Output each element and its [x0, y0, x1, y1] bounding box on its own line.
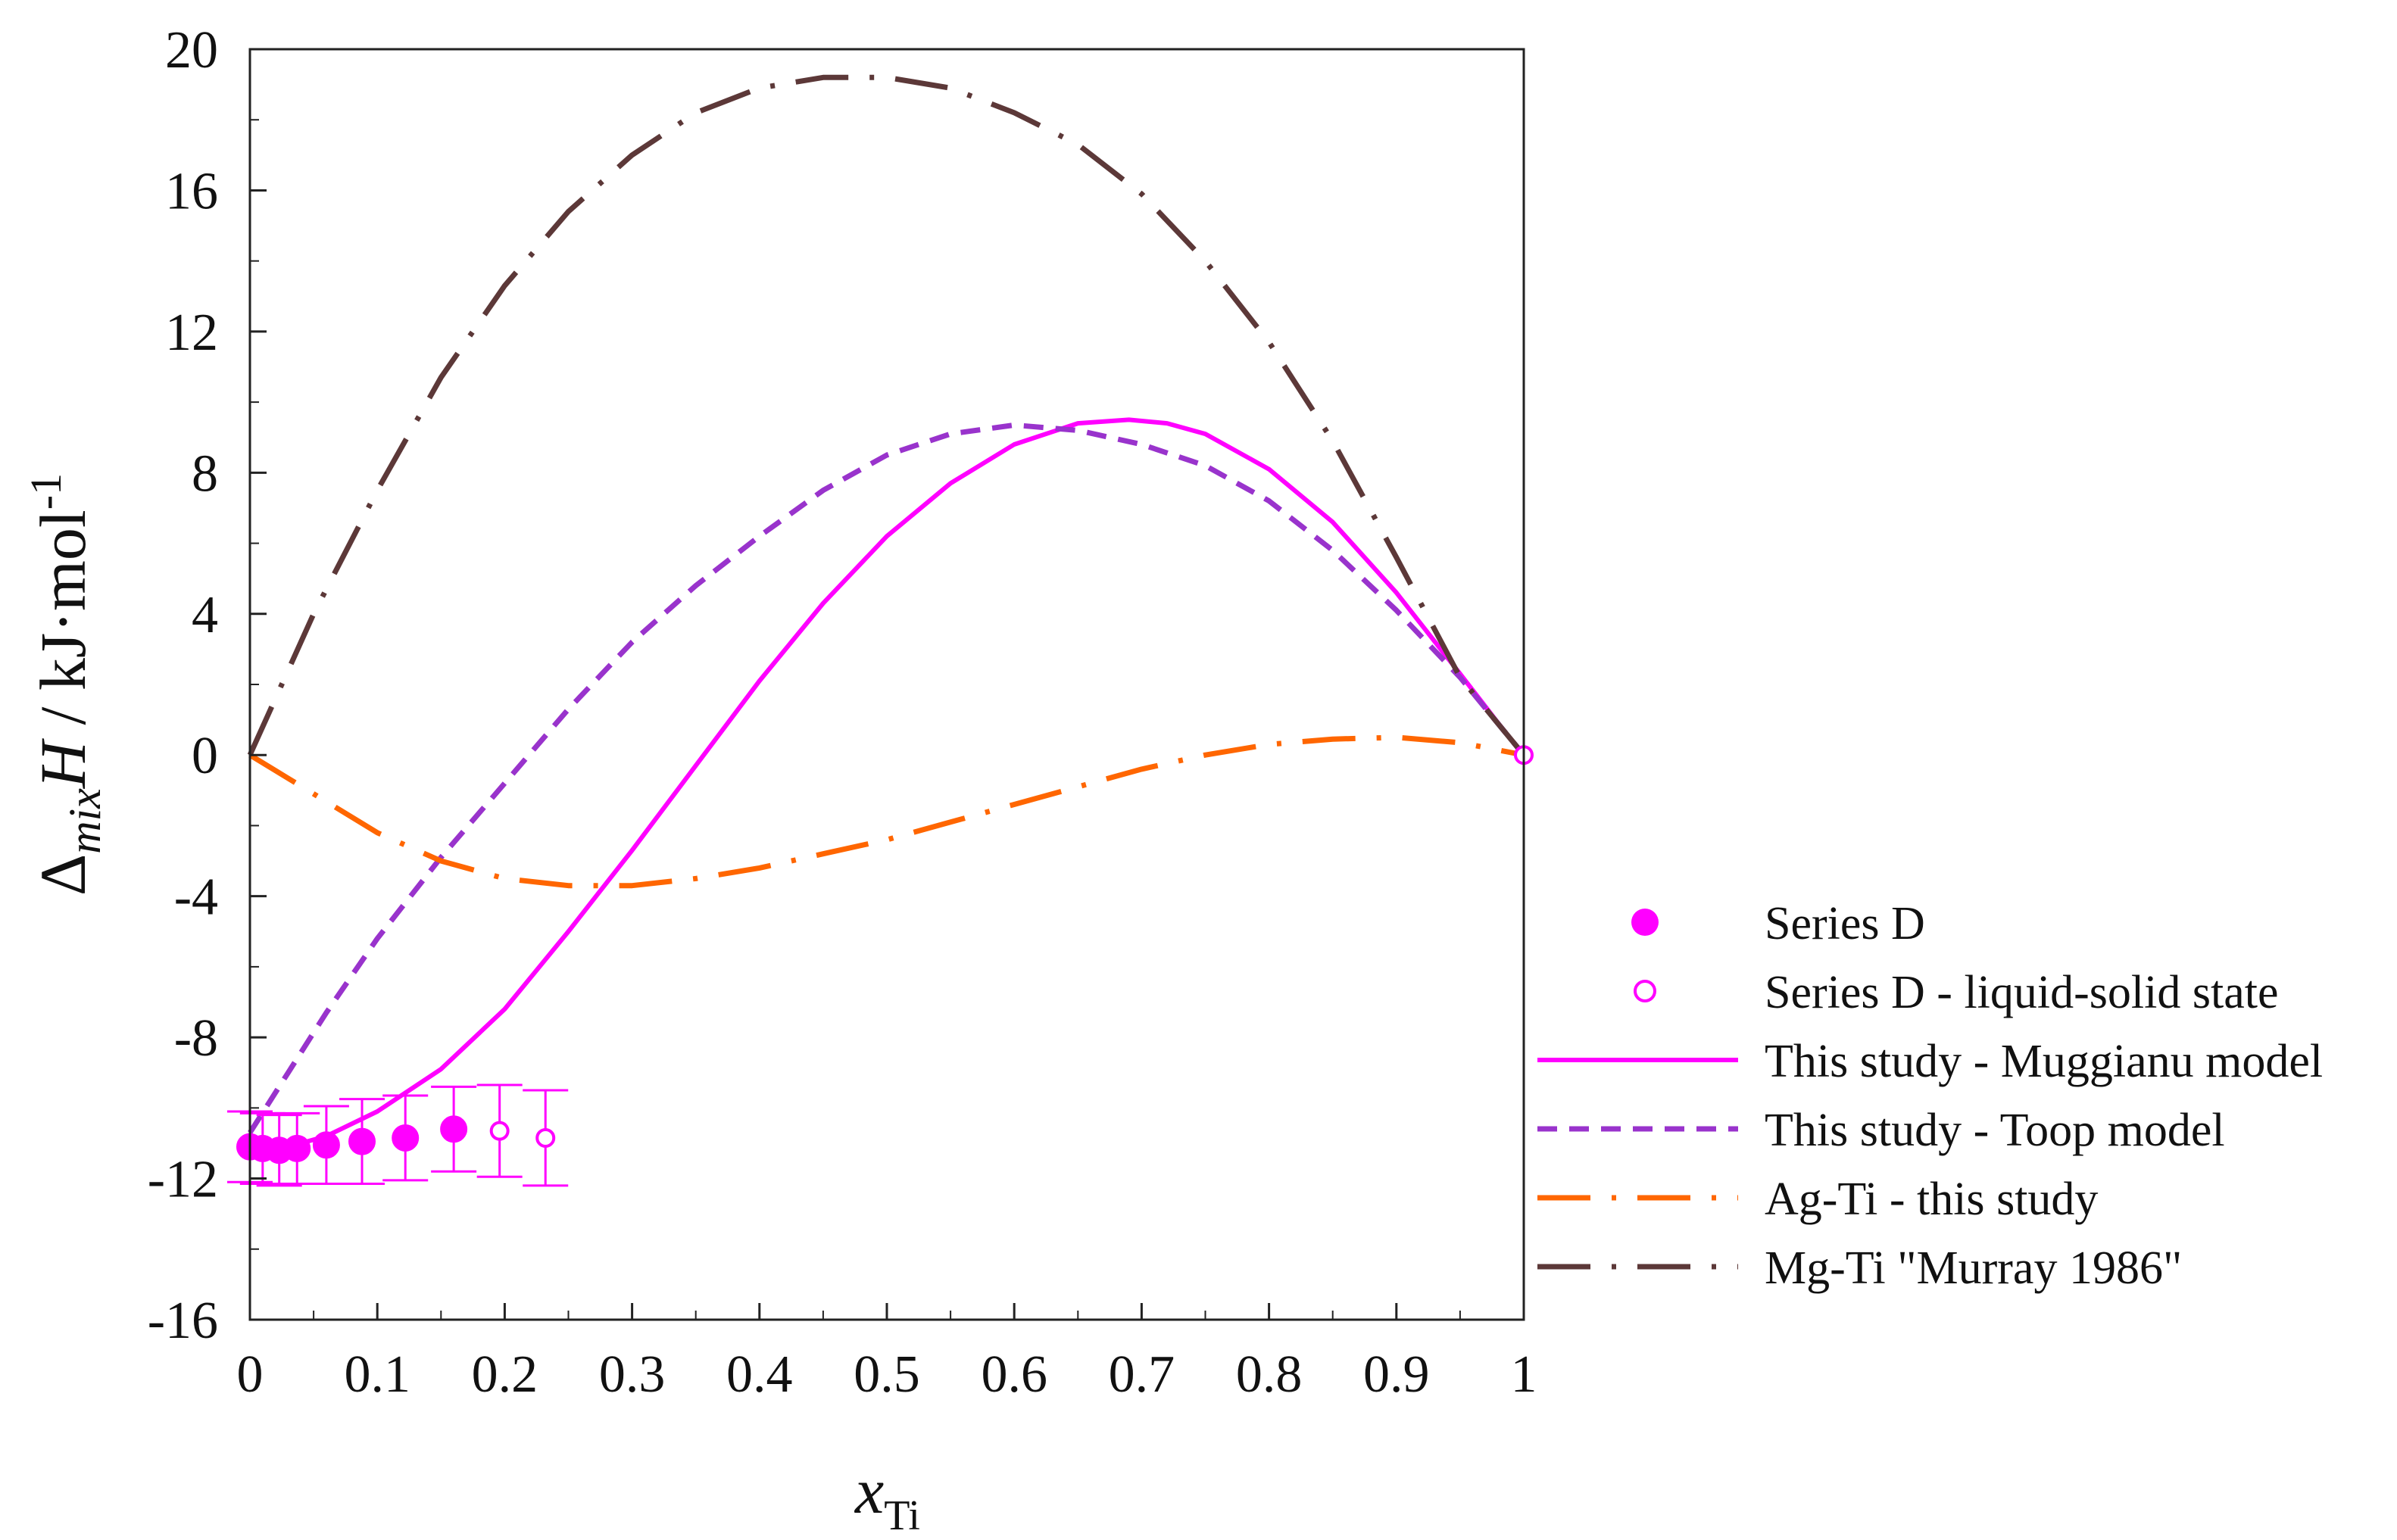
- data-point: [312, 1131, 340, 1159]
- x-tick-label: 0.4: [726, 1345, 793, 1404]
- y-tick-label: 12: [165, 304, 218, 362]
- x-axis-title-sub: Ti: [884, 1492, 920, 1539]
- x-tick-label: 0.3: [599, 1345, 666, 1404]
- x-tick-label: 0.2: [472, 1345, 538, 1404]
- axes: 0 0.1 0.2 0.3 0.4 0.5 0.6 0.7 0.8 0.9 1 -16 -12 -8 -4 0…: [148, 21, 1537, 1404]
- y-axis-title-delta: Δ: [27, 854, 99, 896]
- x-tick-label: 1: [1511, 1345, 1537, 1404]
- x-tick-label: 0.9: [1363, 1345, 1430, 1404]
- y-tick-label: 0: [192, 727, 218, 785]
- legend-label: This study - Muggianu model: [1765, 1036, 2323, 1087]
- series-line-2: [249, 417, 1526, 1149]
- y-tick-label: -4: [174, 868, 218, 927]
- plot-area: [227, 74, 1534, 1187]
- y-tick-label: 16: [165, 162, 218, 220]
- y-tick-label: -12: [148, 1151, 218, 1209]
- series-line-5: [247, 74, 1526, 757]
- data-point-open: [535, 1127, 556, 1148]
- x-axis-title: xTi: [854, 1454, 920, 1539]
- axis-titles: xTi ΔmixH / kJ·mol-1: [21, 473, 920, 1539]
- x-tick-label: 0.8: [1236, 1345, 1303, 1404]
- x-tick-label: 0.6: [981, 1345, 1047, 1404]
- data-point: [392, 1124, 420, 1152]
- y-axis-title-sub: mix: [60, 788, 110, 854]
- y-axis-title-unit: / kJ·mol: [27, 510, 99, 741]
- y-tick-label: 8: [192, 444, 218, 503]
- series-line-4: [248, 734, 1525, 889]
- x-tick-label: 0.1: [344, 1345, 410, 1404]
- y-tick-label: -16: [148, 1292, 218, 1350]
- data-point: [283, 1134, 311, 1162]
- x-tick-label: 0.5: [854, 1345, 920, 1404]
- y-axis-title-sup: -1: [21, 473, 70, 510]
- y-tick-label: 4: [192, 586, 218, 644]
- x-tick-label: 0.7: [1109, 1345, 1175, 1404]
- legend-label: Mg-Ti "Murray 1986": [1765, 1242, 2182, 1294]
- series-line-3: [248, 422, 1526, 1134]
- legend: Series D Series D - liquid-solid state Thi…: [1537, 898, 2323, 1294]
- legend-label: This study - Toop model: [1765, 1105, 2225, 1156]
- legend-label: Series D - liquid-solid state: [1765, 967, 2278, 1018]
- x-axis-title-var: x: [854, 1454, 884, 1527]
- legend-label: Series D: [1765, 898, 1925, 949]
- y-axis-title-var: H: [27, 738, 99, 789]
- legend-marker-filled: [1631, 909, 1659, 936]
- y-axis-title: ΔmixH / kJ·mol-1: [21, 473, 110, 896]
- legend-label: Ag-Ti - this study: [1765, 1174, 2098, 1225]
- y-tick-label: 20: [165, 21, 218, 79]
- data-point: [440, 1115, 468, 1143]
- y-tick-label: -8: [174, 1009, 218, 1068]
- x-tick-label: 0: [237, 1345, 264, 1404]
- data-point: [348, 1127, 376, 1155]
- legend-marker-open: [1634, 980, 1656, 1002]
- data-point-open: [489, 1121, 510, 1141]
